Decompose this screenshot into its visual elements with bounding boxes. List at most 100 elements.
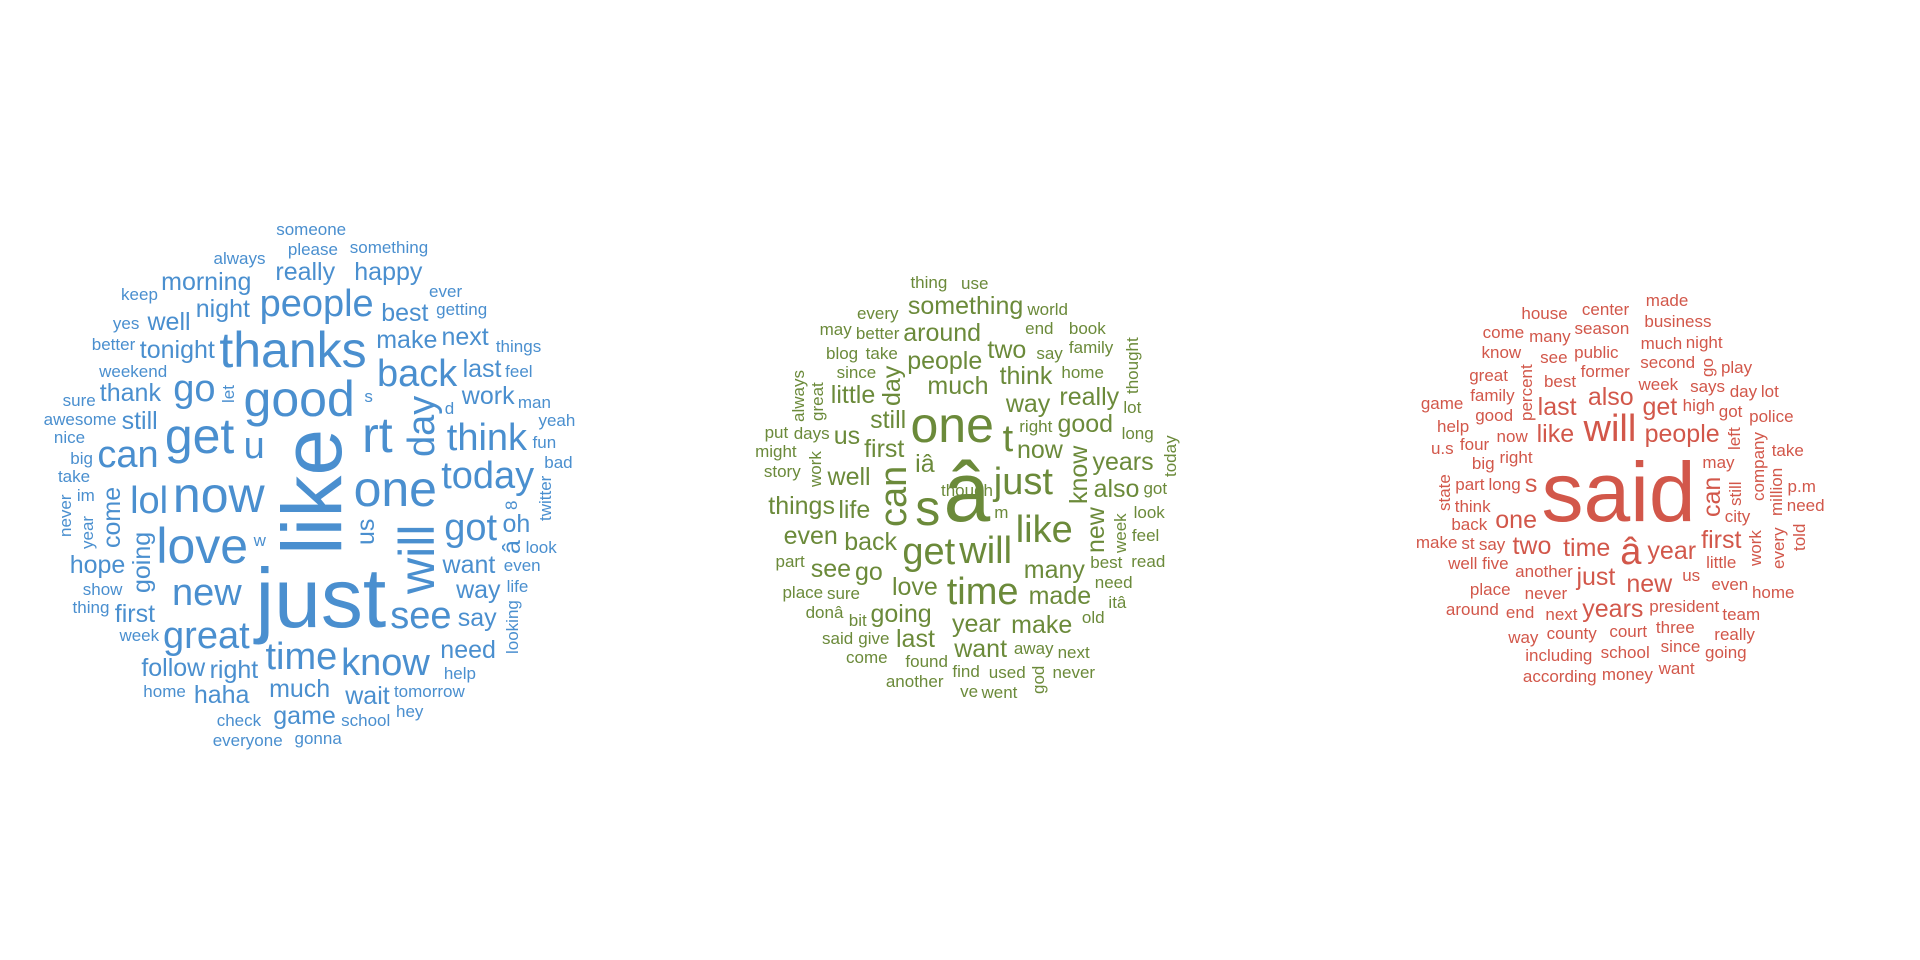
cloud-word: someone [276, 220, 347, 240]
cloud-word: lol [130, 479, 169, 522]
cloud-word: every [1768, 527, 1788, 569]
cloud-word: ever [429, 281, 463, 301]
cloud-word: u.s [1430, 438, 1454, 458]
cloud-word: people [907, 346, 983, 375]
cloud-word: donâ [805, 602, 844, 622]
cloud-word: got [444, 507, 498, 550]
cloud-word: days [793, 423, 830, 443]
cloud-word: take [1771, 441, 1804, 461]
cloud-word: five [1482, 554, 1509, 574]
cloud-word: want [1658, 659, 1695, 679]
cloud-word: can [1697, 476, 1726, 517]
cloud-word: might [755, 442, 797, 462]
cloud-word: two [987, 336, 1027, 365]
cloud-word: wait [345, 682, 390, 711]
cloud-word: life [838, 496, 871, 525]
cloud-word: time [1563, 533, 1611, 562]
cloud-word: oh [502, 510, 531, 539]
cloud-word: first [864, 434, 905, 463]
cloud-word: let [219, 384, 239, 403]
cloud-word: help [1437, 416, 1470, 436]
cloud-word: left [1724, 427, 1744, 451]
cloud-word: always [789, 369, 809, 422]
cloud-word: us [833, 422, 861, 451]
cloud-word: many [1023, 555, 1085, 584]
cloud-word: people [1644, 419, 1720, 448]
cloud-word: think [1454, 497, 1491, 517]
cloud-word: place [782, 583, 824, 603]
cloud-word: t [1002, 417, 1014, 460]
cloud-word: good [1057, 410, 1114, 439]
cloud-word: even [1711, 574, 1749, 594]
cloud-word: family [1470, 386, 1515, 406]
cloud-word: right [1019, 416, 1053, 436]
cloud-word: even [503, 556, 541, 576]
cloud-word: work [805, 451, 825, 488]
cloud-word: best [1543, 371, 1577, 391]
cloud-word: p.m [1787, 477, 1816, 497]
cloud-word: one [910, 397, 994, 454]
cloud-word: go [173, 367, 216, 410]
cloud-word: former [1580, 361, 1630, 381]
cloud-word: yes [112, 314, 140, 333]
cloud-word: now [172, 466, 265, 523]
cloud-word: never [56, 494, 76, 538]
cloud-word: little [1706, 553, 1737, 573]
cloud-word: looking [503, 599, 523, 654]
cloud-word: everyone [212, 731, 283, 751]
cloud-word: part [775, 551, 805, 571]
cloud-word: see [810, 554, 852, 583]
cloud-word: including [1525, 646, 1593, 666]
cloud-word: first [114, 599, 156, 628]
cloud-word: now [1496, 426, 1528, 446]
cloud-word: things [495, 337, 542, 357]
cloud-word: company [1748, 431, 1768, 501]
cloud-word: m [994, 502, 1009, 522]
cloud-word: know [1481, 342, 1522, 362]
cloud-word: fun [532, 433, 557, 453]
cloud-word: four [1459, 435, 1490, 455]
cloud-word: follow [141, 654, 206, 683]
cloud-word: come [1482, 323, 1525, 343]
cloud-word: another [885, 672, 944, 692]
cloud-word: go [1697, 358, 1717, 378]
cloud-word: court [1609, 621, 1648, 641]
cloud-word: right [209, 655, 259, 684]
cloud-word: also [1587, 382, 1634, 411]
cloud-word: s [1524, 469, 1538, 498]
cloud-word: haha [193, 681, 250, 710]
cloud-word: something [907, 291, 1024, 320]
cloud-word: time [265, 636, 338, 679]
cloud-word: thought [1122, 337, 1142, 395]
cloud-word: lot [1760, 382, 1779, 402]
cloud-word: thanks [219, 321, 367, 378]
cloud-word: first [1701, 526, 1742, 555]
cloud-word: great [163, 615, 250, 658]
cloud-word: end [1505, 603, 1535, 622]
cloud-word: really [275, 258, 336, 287]
cloud-word: really [1714, 625, 1755, 644]
cloud-word: good [243, 370, 355, 427]
cloud-word: one [1495, 505, 1537, 534]
cloud-word: god [1028, 665, 1048, 694]
cloud-word: will [388, 524, 445, 595]
cloud-word: back [377, 353, 458, 396]
cloud-word: much [927, 372, 989, 401]
cloud-word: tomorrow [393, 682, 465, 702]
cloud-word: help [443, 664, 476, 684]
cloud-word: take [57, 467, 91, 487]
cloud-word: well [1448, 554, 1478, 574]
cloud-word: see [390, 594, 452, 637]
cloud-word: 8 [501, 500, 521, 510]
cloud-word: made [1645, 290, 1689, 310]
cloud-word: right [1499, 447, 1533, 467]
cloud-word: new [172, 571, 242, 614]
cloud-word: work [1745, 530, 1765, 567]
cloud-word: gonna [294, 729, 342, 749]
cloud-word: good [1475, 405, 1514, 425]
cloud-word: says [1690, 377, 1726, 397]
cloud-word: still [121, 406, 158, 435]
cloud-word: like [265, 428, 359, 555]
cloud-word: make [376, 325, 438, 354]
cloud-word: told [1789, 523, 1809, 552]
